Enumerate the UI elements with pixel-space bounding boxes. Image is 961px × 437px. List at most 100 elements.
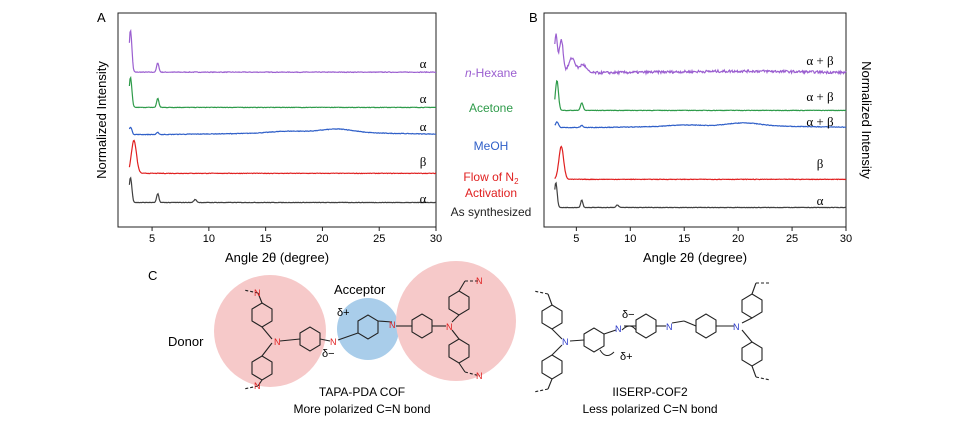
phase-label-acetone: α	[420, 91, 427, 106]
x-tick-label: 25	[373, 233, 385, 245]
series-line-hexane	[554, 33, 847, 76]
chart-a-frame	[117, 12, 437, 228]
structure-iiserp: N N N N δ− δ+ IISERP-COF2 Less polarized…	[533, 282, 771, 416]
phase-label-hexane: α + β	[806, 53, 834, 68]
bond	[451, 329, 460, 340]
x-tick-label: 25	[786, 233, 798, 245]
phase-label-hexane: α	[420, 56, 427, 71]
delta-minus-label: δ−	[622, 309, 635, 321]
bond	[751, 365, 757, 378]
delta-minus-label: δ−	[322, 348, 335, 360]
x-tick-label: 5	[149, 233, 155, 245]
chart-a-xlabel: Angle 2θ (degree)	[225, 250, 329, 265]
donor-circle-left	[214, 275, 326, 387]
phase-label-synth: α	[817, 193, 824, 208]
bond	[533, 290, 549, 295]
chart-b-series	[554, 33, 847, 209]
electron-arrow	[621, 325, 637, 331]
x-tick-label: 10	[624, 233, 636, 245]
ring	[741, 293, 763, 319]
chart-b-frame	[543, 12, 847, 228]
caption-right-title: IISERP-COF2	[612, 385, 688, 399]
bond	[377, 320, 393, 323]
series-line-hexane	[128, 28, 436, 74]
solvent-labels: n-Hexane Acetone MeOH Flow of N2 Activat…	[451, 66, 532, 219]
bond	[243, 385, 259, 390]
bond	[547, 293, 553, 306]
phase-label-meoh: α + β	[806, 114, 834, 129]
bond	[279, 338, 301, 342]
bond	[261, 326, 273, 340]
acceptor-label: Acceptor	[334, 282, 386, 297]
x-tick-label: 15	[260, 233, 272, 245]
bond	[533, 388, 549, 393]
donor-label: Donor	[168, 334, 204, 349]
chart-b-ylabel: Normalized Intensity	[859, 61, 874, 179]
bond	[751, 282, 757, 295]
bond	[551, 328, 563, 340]
series-line-meoh	[554, 121, 847, 129]
nitrogen-atom: N	[254, 288, 261, 298]
bond	[261, 342, 273, 357]
series-line-meoh	[128, 126, 437, 136]
chart-a-xticks: 5 10 15 20 25 30	[149, 227, 442, 245]
solvent-label-activation: Activation	[465, 186, 517, 200]
x-tick-label: 15	[678, 233, 690, 245]
bond	[458, 362, 466, 373]
ring	[695, 313, 717, 339]
ring	[541, 354, 563, 380]
nitrogen-atom: N	[476, 371, 483, 381]
phase-label-synth: α	[420, 191, 427, 206]
chart-b-xlabel: Angle 2θ (degree)	[643, 250, 747, 265]
bond	[683, 320, 697, 327]
ring	[635, 313, 657, 339]
structure-tapa-pda: N N N N N N N N Donor Acceptor δ+ δ− TAP…	[168, 261, 516, 416]
chart-a-series	[128, 28, 437, 204]
bond	[741, 317, 753, 324]
electron-arrow	[599, 349, 615, 356]
phase-label-meoh: α	[420, 119, 427, 134]
solvent-label-acetone: Acetone	[469, 101, 513, 115]
ring	[583, 327, 605, 353]
chart-a-ylabel: Normalized Intensity	[94, 61, 109, 179]
caption-right-subtitle: Less polarized C=N bond	[582, 402, 717, 416]
x-tick-label: 30	[840, 233, 852, 245]
bond	[741, 329, 753, 343]
solvent-label-meoh: MeOH	[474, 139, 509, 153]
phase-label-n2: β	[420, 154, 427, 169]
series-line-acetone	[554, 79, 847, 112]
nitrogen-atom: N	[254, 381, 261, 391]
bond	[257, 292, 263, 304]
bond	[569, 339, 585, 342]
nitrogen-atom: N	[733, 322, 740, 332]
bond	[551, 344, 563, 356]
nitrogen-atom: N	[274, 337, 281, 347]
nitrogen-atom: N	[562, 337, 569, 347]
series-line-n2	[554, 145, 847, 181]
panel-label-a: A	[97, 10, 106, 25]
ring	[741, 341, 763, 367]
nitrogen-atom: N	[476, 276, 483, 286]
ring	[411, 313, 433, 339]
bond	[451, 314, 460, 323]
bond	[243, 289, 259, 294]
bond	[257, 379, 263, 387]
bond	[464, 371, 481, 377]
caption-left-title: TAPA-PDA COF	[319, 385, 405, 399]
bond	[547, 378, 553, 390]
bond	[603, 329, 617, 335]
x-tick-label: 5	[573, 233, 579, 245]
series-line-synth	[554, 181, 847, 209]
caption-left-subtitle: More polarized C=N bond	[293, 402, 430, 416]
solvent-label-hexane: n-Hexane	[465, 66, 517, 80]
bond	[458, 280, 466, 292]
bond	[671, 320, 685, 324]
solvent-label-synthesized: As synthesized	[451, 205, 532, 219]
acceptor-circle	[337, 298, 399, 360]
solvent-label-n2: Flow of N2	[463, 170, 519, 186]
nitrogen-atom: N	[615, 324, 622, 334]
bond	[755, 376, 771, 381]
ring	[299, 326, 321, 352]
